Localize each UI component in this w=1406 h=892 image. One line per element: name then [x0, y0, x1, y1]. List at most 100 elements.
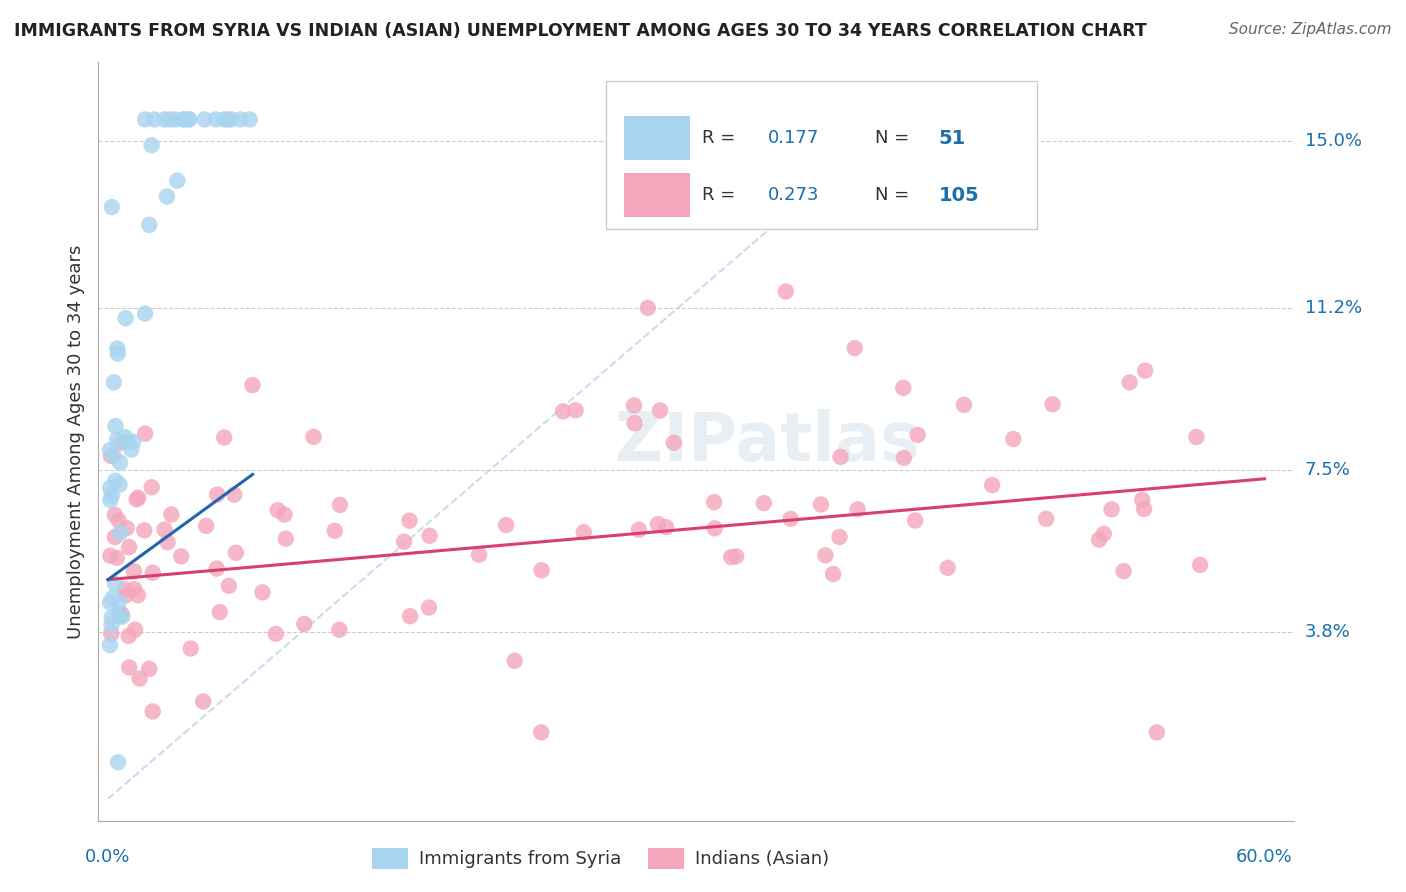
Point: [891, 381, 914, 395]
Text: R =: R =: [702, 129, 735, 147]
Point: [101, 200, 124, 214]
Point: [101, 488, 124, 502]
Point: [127, 491, 149, 505]
Point: [153, 523, 176, 537]
Point: [125, 492, 148, 507]
Point: [122, 582, 145, 596]
Point: [503, 654, 526, 668]
Point: [1130, 492, 1153, 507]
Point: [1146, 725, 1168, 739]
Text: R =: R =: [702, 186, 735, 204]
Point: [159, 112, 181, 127]
Point: [398, 514, 420, 528]
Point: [323, 524, 346, 538]
Point: [163, 112, 186, 127]
Point: [122, 434, 145, 449]
Point: [107, 346, 129, 360]
Point: [725, 549, 748, 564]
Point: [120, 442, 142, 457]
Point: [101, 591, 124, 605]
Point: [224, 488, 246, 502]
Point: [180, 641, 202, 656]
Text: N =: N =: [876, 186, 910, 204]
Point: [530, 725, 553, 739]
Point: [419, 529, 441, 543]
Point: [572, 525, 595, 540]
Point: [105, 550, 128, 565]
Text: 0.177: 0.177: [768, 129, 820, 147]
Point: [143, 112, 166, 127]
Point: [105, 342, 128, 356]
Text: 60.0%: 60.0%: [1236, 848, 1294, 866]
Point: [1101, 502, 1123, 516]
Point: [252, 585, 274, 599]
Point: [142, 566, 165, 580]
Text: ZIPatlas: ZIPatlas: [616, 409, 920, 475]
Point: [264, 627, 287, 641]
Point: [104, 530, 127, 544]
Point: [160, 508, 183, 522]
Point: [100, 549, 122, 563]
Point: [205, 112, 228, 127]
Point: [138, 662, 160, 676]
Text: 15.0%: 15.0%: [1305, 132, 1361, 151]
Legend: Immigrants from Syria, Indians (Asian): Immigrants from Syria, Indians (Asian): [364, 841, 837, 876]
Point: [100, 618, 122, 632]
Point: [292, 616, 315, 631]
Text: N =: N =: [876, 129, 910, 147]
Y-axis label: Unemployment Among Ages 30 to 34 years: Unemployment Among Ages 30 to 34 years: [66, 244, 84, 639]
Point: [134, 307, 156, 321]
Point: [846, 502, 869, 516]
Point: [107, 595, 129, 609]
Point: [156, 535, 179, 549]
Point: [134, 112, 156, 127]
Point: [195, 518, 218, 533]
Point: [229, 112, 252, 127]
Point: [107, 608, 129, 623]
Point: [138, 218, 160, 232]
Point: [114, 582, 136, 597]
Point: [134, 524, 156, 538]
Point: [205, 561, 228, 575]
Point: [98, 443, 121, 458]
Point: [647, 517, 669, 532]
Point: [98, 481, 121, 495]
Point: [1185, 430, 1208, 444]
Text: 0.0%: 0.0%: [86, 848, 131, 866]
Point: [981, 478, 1004, 492]
Point: [1112, 564, 1135, 578]
Text: 105: 105: [939, 186, 979, 204]
Text: 11.2%: 11.2%: [1305, 299, 1362, 317]
Point: [100, 610, 122, 624]
Point: [104, 508, 127, 522]
Point: [1042, 397, 1064, 411]
Point: [114, 588, 136, 602]
Point: [823, 567, 845, 582]
Text: 51: 51: [939, 128, 966, 148]
Point: [108, 456, 131, 470]
Point: [117, 434, 139, 449]
Text: 0.273: 0.273: [768, 186, 820, 204]
Point: [111, 609, 134, 624]
Point: [98, 638, 121, 652]
Point: [627, 523, 650, 537]
Point: [100, 626, 122, 640]
Point: [141, 480, 163, 494]
Point: [118, 540, 141, 554]
Point: [828, 530, 851, 544]
Point: [110, 525, 132, 540]
Point: [218, 579, 240, 593]
Point: [703, 495, 725, 509]
Point: [128, 672, 150, 686]
Point: [655, 520, 678, 534]
Point: [1088, 533, 1111, 547]
Point: [153, 112, 176, 127]
Point: [1133, 502, 1156, 516]
Point: [648, 403, 671, 417]
FancyBboxPatch shape: [606, 81, 1036, 229]
Point: [172, 112, 194, 127]
Point: [134, 426, 156, 441]
Point: [114, 311, 136, 326]
Point: [156, 189, 179, 203]
Point: [104, 576, 127, 591]
